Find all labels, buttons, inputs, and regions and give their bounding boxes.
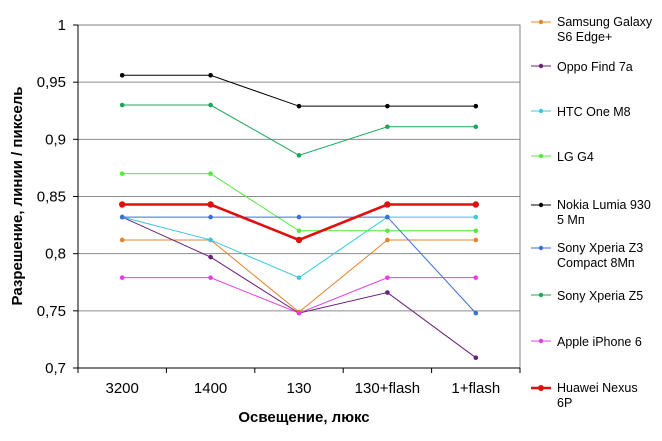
x-tick-label: 130+flash (355, 380, 420, 397)
series-3 (119, 171, 479, 234)
y-tick-label: 0,85 (37, 189, 66, 206)
legend-label: Sony Xperia Z5 (557, 289, 643, 303)
data-point (208, 214, 213, 220)
axes: 0,7 0,75 0,8 0,85 0,9 0,95 1 3200 1400 130 130+fla… (37, 17, 521, 397)
y-tick-label: 1 (58, 17, 66, 34)
y-tick-label: 0,95 (37, 74, 66, 91)
x-tick-label: 1400 (194, 380, 227, 397)
data-point (384, 201, 391, 208)
legend-label: LG G4 (557, 150, 594, 164)
legend-label: Nokia Lumia 930 (557, 198, 651, 212)
legend-swatch-marker (538, 63, 544, 69)
legend-swatch-marker (538, 245, 544, 251)
x-tick-label: 1+flash (451, 380, 500, 397)
data-point (473, 228, 479, 234)
data-point (473, 310, 479, 316)
data-point (296, 103, 302, 109)
x-axis-title: Освещение, люкс (238, 409, 369, 426)
legend-label: Apple iPhone 6 (557, 335, 642, 349)
data-point (119, 201, 126, 208)
data-point (208, 102, 213, 108)
legend-label: 5 Мп (557, 213, 585, 227)
data-point (385, 124, 390, 130)
series-5 (119, 214, 479, 316)
data-point (296, 228, 302, 234)
legend-item: Oppo Find 7a (531, 60, 633, 74)
data-point (119, 171, 125, 176)
legend-label: HTC One M8 (557, 105, 631, 119)
data-point (119, 237, 125, 243)
data-point (208, 275, 213, 280)
data-point (208, 73, 213, 78)
data-point (473, 275, 479, 280)
data-point (473, 124, 479, 130)
legend-swatch-marker (538, 292, 544, 298)
y-tick-label: 0,9 (45, 131, 66, 148)
legend-item: Sony Xperia Z5 (531, 289, 643, 303)
data-point (207, 201, 214, 208)
data-point (473, 237, 479, 243)
legend-swatch-marker (538, 108, 544, 114)
series-7 (119, 275, 479, 316)
legend-label: Samsung Galaxy (557, 15, 653, 29)
data-point (295, 236, 303, 244)
series-8 (119, 201, 479, 244)
data-point (119, 102, 125, 108)
data-point (296, 214, 302, 220)
legend-swatch-marker (538, 338, 544, 344)
legend-label: Huawei Nexus (557, 381, 638, 395)
data-point (119, 275, 125, 280)
y-tick-label: 0,7 (45, 360, 66, 377)
legend-item: HTC One M8 (531, 105, 631, 119)
data-point (385, 228, 390, 234)
data-point (208, 237, 213, 243)
series-layer (119, 73, 479, 361)
y-axis-title: Разрешение, линии / пиксель (9, 87, 26, 306)
legend-item: LG G4 (531, 150, 594, 164)
legend-swatch-marker (538, 202, 544, 208)
data-point (119, 73, 125, 78)
x-tick-label: 3200 (106, 380, 139, 397)
data-point (208, 171, 213, 176)
data-point (385, 103, 390, 109)
legend-swatch-marker (538, 153, 544, 159)
data-point (472, 201, 479, 208)
y-tick-label: 0,8 (45, 246, 66, 263)
data-point (473, 355, 479, 361)
series-4 (119, 73, 479, 109)
data-point (385, 214, 390, 220)
data-point (296, 310, 302, 316)
data-point (296, 275, 302, 280)
data-point (296, 153, 302, 158)
legend-label: 6P (557, 396, 572, 410)
legend-label: Oppo Find 7a (557, 60, 633, 74)
data-point (208, 254, 213, 260)
data-point (385, 290, 390, 295)
y-tick-label: 0,75 (37, 303, 66, 320)
data-point (473, 103, 479, 109)
data-point (385, 237, 390, 243)
series-6 (119, 102, 479, 158)
x-tick-label: 130 (286, 380, 311, 397)
legend-swatch-marker (538, 19, 544, 25)
legend-swatch-marker (538, 385, 544, 391)
data-point (385, 275, 390, 280)
legend-label: Compact 8Мп (557, 256, 635, 270)
data-point (473, 214, 479, 220)
data-point (119, 214, 125, 220)
legend-item: Apple iPhone 6 (531, 335, 642, 349)
legend-label: Sony Xperia Z3 (557, 241, 643, 255)
legend-label: S6 Edge+ (557, 30, 612, 44)
